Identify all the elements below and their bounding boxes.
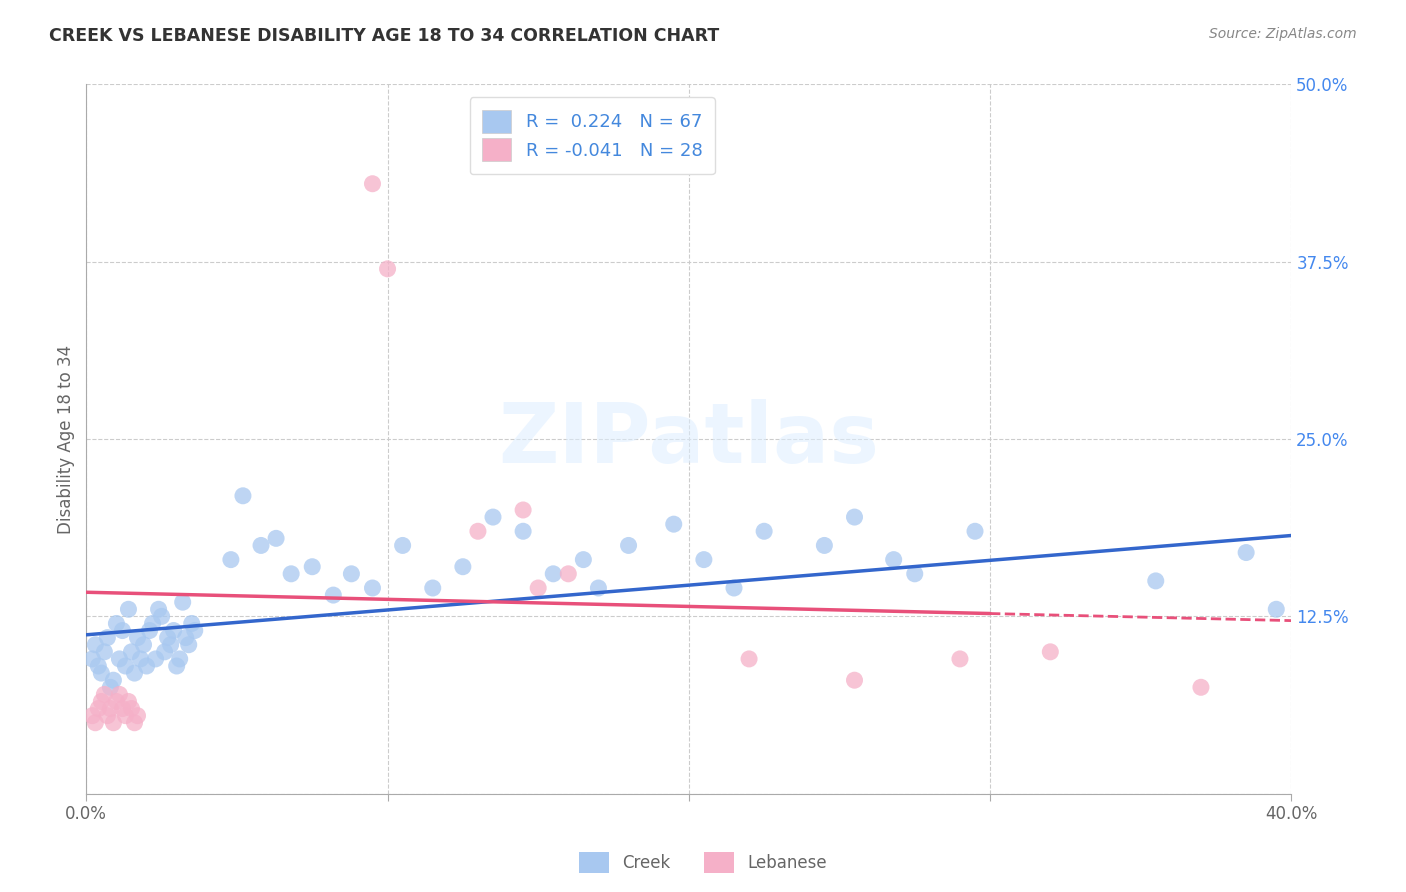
Point — [883, 552, 905, 566]
Point — [148, 602, 170, 616]
Point — [361, 581, 384, 595]
Point — [82, 652, 104, 666]
Point — [172, 595, 194, 609]
Point — [108, 687, 131, 701]
Point — [340, 566, 363, 581]
Point — [117, 694, 139, 708]
Point — [280, 566, 302, 581]
Point — [572, 552, 595, 566]
Point — [127, 708, 149, 723]
Point — [557, 566, 579, 581]
Point — [93, 645, 115, 659]
Point — [84, 638, 107, 652]
Point — [541, 566, 564, 581]
Point — [588, 581, 610, 595]
Point — [949, 652, 972, 666]
Point — [100, 701, 122, 715]
Text: CREEK VS LEBANESE DISABILITY AGE 18 TO 34 CORRELATION CHART: CREEK VS LEBANESE DISABILITY AGE 18 TO 3… — [49, 27, 720, 45]
Point — [451, 559, 474, 574]
Point — [1189, 681, 1212, 695]
Point — [180, 616, 202, 631]
Point — [963, 524, 986, 539]
Point — [103, 715, 125, 730]
Point — [301, 559, 323, 574]
Point — [103, 673, 125, 688]
Point — [322, 588, 344, 602]
Point — [166, 659, 188, 673]
Point — [90, 666, 112, 681]
Point — [111, 624, 134, 638]
Point — [391, 538, 413, 552]
Point — [169, 652, 191, 666]
Point — [145, 652, 167, 666]
Point — [377, 261, 399, 276]
Point — [150, 609, 173, 624]
Point — [114, 659, 136, 673]
Point — [105, 616, 128, 631]
Point — [264, 532, 287, 546]
Point — [117, 602, 139, 616]
Point — [361, 177, 384, 191]
Point — [1234, 545, 1257, 559]
Point — [467, 524, 489, 539]
Point — [105, 694, 128, 708]
Point — [232, 489, 254, 503]
Point — [114, 708, 136, 723]
Point — [108, 652, 131, 666]
Text: ZIPatlas: ZIPatlas — [498, 399, 879, 480]
Point — [174, 631, 197, 645]
Point — [96, 631, 118, 645]
Point — [1144, 574, 1167, 588]
Point — [127, 631, 149, 645]
Point — [96, 708, 118, 723]
Point — [111, 701, 134, 715]
Point — [124, 715, 146, 730]
Point — [156, 631, 179, 645]
Point — [87, 659, 110, 673]
Point — [1039, 645, 1062, 659]
Point — [844, 510, 866, 524]
Point — [184, 624, 207, 638]
Text: Source: ZipAtlas.com: Source: ZipAtlas.com — [1209, 27, 1357, 41]
Point — [135, 659, 157, 673]
Point — [723, 581, 745, 595]
Legend: R =  0.224   N = 67, R = -0.041   N = 28: R = 0.224 N = 67, R = -0.041 N = 28 — [470, 97, 716, 174]
Point — [124, 666, 146, 681]
Point — [512, 524, 534, 539]
Point — [482, 510, 505, 524]
Point — [129, 652, 152, 666]
Point — [422, 581, 444, 595]
Point — [132, 638, 155, 652]
Point — [138, 624, 160, 638]
Point — [662, 517, 685, 532]
Point — [159, 638, 181, 652]
Point — [693, 552, 716, 566]
Point — [163, 624, 186, 638]
Point — [1265, 602, 1288, 616]
Y-axis label: Disability Age 18 to 34: Disability Age 18 to 34 — [58, 344, 75, 533]
Point — [142, 616, 165, 631]
Point — [121, 701, 143, 715]
Point — [153, 645, 176, 659]
Point — [100, 681, 122, 695]
Point — [904, 566, 927, 581]
Point — [617, 538, 640, 552]
Point — [512, 503, 534, 517]
Point — [844, 673, 866, 688]
Point — [752, 524, 775, 539]
Point — [177, 638, 200, 652]
Point — [738, 652, 761, 666]
Legend: Creek, Lebanese: Creek, Lebanese — [572, 846, 834, 880]
Point — [527, 581, 550, 595]
Point — [87, 701, 110, 715]
Point — [84, 715, 107, 730]
Point — [90, 694, 112, 708]
Point — [93, 687, 115, 701]
Point — [219, 552, 242, 566]
Point — [813, 538, 835, 552]
Point — [250, 538, 273, 552]
Point — [82, 708, 104, 723]
Point — [121, 645, 143, 659]
